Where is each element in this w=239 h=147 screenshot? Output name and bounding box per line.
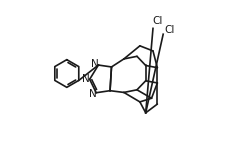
- Text: Cl: Cl: [164, 25, 175, 35]
- Text: N: N: [91, 59, 99, 69]
- Text: N: N: [82, 74, 89, 84]
- Text: N: N: [89, 89, 97, 99]
- Text: Cl: Cl: [152, 16, 163, 26]
